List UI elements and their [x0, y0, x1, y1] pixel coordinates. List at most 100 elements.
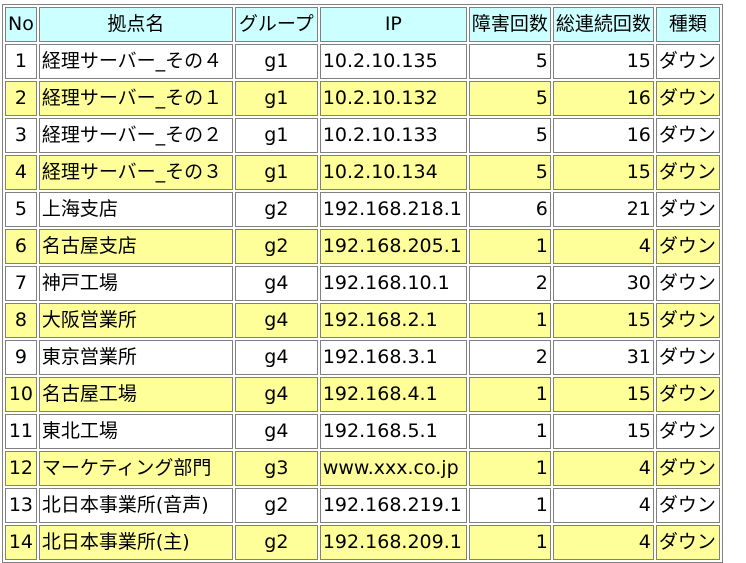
cell-no: 1 [5, 44, 37, 79]
cell-site-name: 東京営業所 [38, 340, 233, 375]
cell-ip: 192.168.219.1 [319, 488, 467, 523]
header-no: No [5, 7, 37, 42]
table-body: 1 経理サーバー_その４ g1 10.2.10.135 5 15 ダウン 2 経理サーバー_その… [5, 44, 720, 560]
cell-type: ダウン [655, 303, 720, 338]
cell-fail-count: 1 [468, 451, 551, 486]
cell-fail-count: 5 [468, 81, 551, 116]
header-row: No 拠点名 グループ IP 障害回数 総連続回数 種類 [5, 7, 720, 42]
cell-ip: 192.168.209.1 [319, 525, 467, 560]
cell-type: ダウン [655, 488, 720, 523]
cell-site-name: 東北工場 [38, 414, 233, 449]
cell-fail-count: 2 [468, 340, 551, 375]
cell-total-count: 15 [552, 303, 654, 338]
cell-no: 6 [5, 229, 37, 264]
cell-total-count: 30 [552, 266, 654, 301]
cell-group: g3 [234, 451, 318, 486]
cell-type: ダウン [655, 340, 720, 375]
cell-ip: 192.168.205.1 [319, 229, 467, 264]
cell-ip: 10.2.10.134 [319, 155, 467, 190]
table-row: 12 マーケティング部門 g3 www.xxx.co.jp 1 4 ダウン [5, 451, 720, 486]
header-site: 拠点名 [38, 7, 233, 42]
cell-fail-count: 1 [468, 229, 551, 264]
cell-fail-count: 6 [468, 192, 551, 227]
header-fail-count: 障害回数 [468, 7, 551, 42]
table-row: 14 北日本事業所(主) g2 192.168.209.1 1 4 ダウン [5, 525, 720, 560]
table-row: 8 大阪営業所 g4 192.168.2.1 1 15 ダウン [5, 303, 720, 338]
cell-fail-count: 1 [468, 525, 551, 560]
header-ip: IP [319, 7, 467, 42]
cell-total-count: 16 [552, 81, 654, 116]
cell-group: g2 [234, 488, 318, 523]
cell-group: g1 [234, 155, 318, 190]
cell-total-count: 15 [552, 155, 654, 190]
cell-ip: 192.168.5.1 [319, 414, 467, 449]
cell-no: 11 [5, 414, 37, 449]
cell-group: g4 [234, 340, 318, 375]
table-row: 3 経理サーバー_その２ g1 10.2.10.133 5 16 ダウン [5, 118, 720, 153]
table-row: 2 経理サーバー_その１ g1 10.2.10.132 5 16 ダウン [5, 81, 720, 116]
cell-no: 7 [5, 266, 37, 301]
cell-site-name: 経理サーバー_その４ [38, 44, 233, 79]
cell-fail-count: 1 [468, 377, 551, 412]
table-row: 6 名古屋支店 g2 192.168.205.1 1 4 ダウン [5, 229, 720, 264]
cell-no: 3 [5, 118, 37, 153]
cell-site-name: 名古屋工場 [38, 377, 233, 412]
cell-ip: 192.168.3.1 [319, 340, 467, 375]
cell-total-count: 4 [552, 451, 654, 486]
cell-site-name: 経理サーバー_その３ [38, 155, 233, 190]
cell-site-name: 北日本事業所(音声) [38, 488, 233, 523]
cell-group: g1 [234, 118, 318, 153]
cell-total-count: 15 [552, 44, 654, 79]
cell-group: g1 [234, 44, 318, 79]
cell-total-count: 15 [552, 414, 654, 449]
cell-no: 9 [5, 340, 37, 375]
site-status-table: No 拠点名 グループ IP 障害回数 総連続回数 種類 1 経理サーバー_その４… [2, 4, 723, 563]
cell-group: g4 [234, 414, 318, 449]
cell-ip: www.xxx.co.jp [319, 451, 467, 486]
cell-group: g4 [234, 266, 318, 301]
cell-ip: 10.2.10.133 [319, 118, 467, 153]
cell-total-count: 21 [552, 192, 654, 227]
cell-no: 12 [5, 451, 37, 486]
table-row: 11 東北工場 g4 192.168.5.1 1 15 ダウン [5, 414, 720, 449]
cell-site-name: マーケティング部門 [38, 451, 233, 486]
cell-type: ダウン [655, 525, 720, 560]
cell-type: ダウン [655, 266, 720, 301]
cell-no: 4 [5, 155, 37, 190]
cell-fail-count: 5 [468, 118, 551, 153]
header-type: 種類 [655, 7, 720, 42]
cell-ip: 192.168.4.1 [319, 377, 467, 412]
cell-no: 13 [5, 488, 37, 523]
cell-no: 14 [5, 525, 37, 560]
cell-fail-count: 1 [468, 488, 551, 523]
cell-ip: 10.2.10.132 [319, 81, 467, 116]
cell-type: ダウン [655, 192, 720, 227]
cell-total-count: 15 [552, 377, 654, 412]
cell-fail-count: 5 [468, 155, 551, 190]
cell-type: ダウン [655, 229, 720, 264]
table-row: 13 北日本事業所(音声) g2 192.168.219.1 1 4 ダウン [5, 488, 720, 523]
cell-no: 5 [5, 192, 37, 227]
cell-fail-count: 5 [468, 44, 551, 79]
cell-total-count: 31 [552, 340, 654, 375]
table-row: 10 名古屋工場 g4 192.168.4.1 1 15 ダウン [5, 377, 720, 412]
cell-no: 2 [5, 81, 37, 116]
cell-group: g4 [234, 377, 318, 412]
cell-fail-count: 1 [468, 303, 551, 338]
cell-total-count: 4 [552, 525, 654, 560]
cell-group: g2 [234, 229, 318, 264]
cell-type: ダウン [655, 155, 720, 190]
table-row: 7 神戸工場 g4 192.168.10.1 2 30 ダウン [5, 266, 720, 301]
cell-ip: 10.2.10.135 [319, 44, 467, 79]
cell-type: ダウン [655, 451, 720, 486]
cell-fail-count: 2 [468, 266, 551, 301]
cell-site-name: 神戸工場 [38, 266, 233, 301]
cell-fail-count: 1 [468, 414, 551, 449]
cell-type: ダウン [655, 44, 720, 79]
cell-no: 8 [5, 303, 37, 338]
cell-ip: 192.168.218.1 [319, 192, 467, 227]
cell-type: ダウン [655, 118, 720, 153]
cell-total-count: 4 [552, 229, 654, 264]
table-row: 4 経理サーバー_その３ g1 10.2.10.134 5 15 ダウン [5, 155, 720, 190]
cell-site-name: 北日本事業所(主) [38, 525, 233, 560]
